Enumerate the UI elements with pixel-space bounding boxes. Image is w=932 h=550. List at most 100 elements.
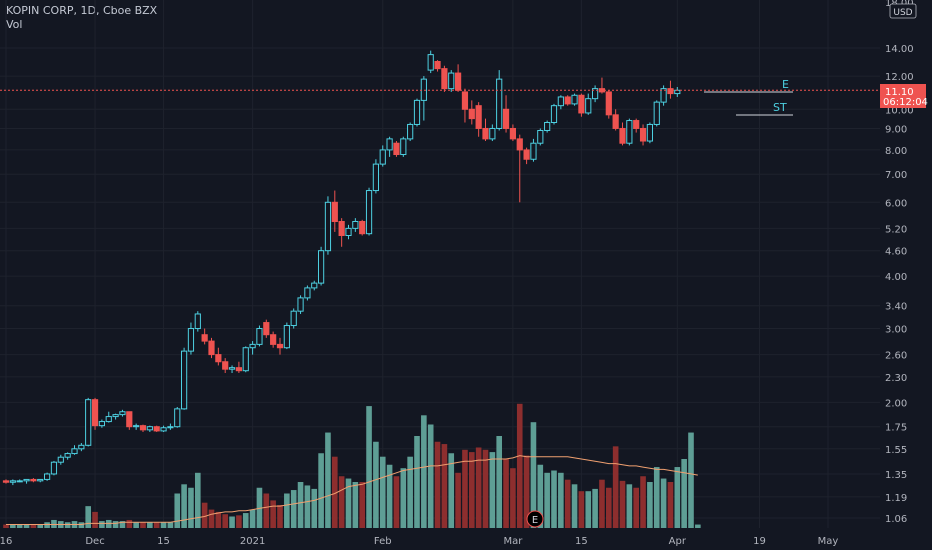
candle-body: [448, 72, 455, 90]
candle-body: [318, 250, 325, 284]
volume-bar: [332, 456, 338, 528]
candle-body: [9, 480, 16, 483]
volume-bar: [153, 522, 160, 528]
price-tick-label: 10.00: [885, 105, 914, 116]
time-tick-label: Feb: [374, 536, 392, 547]
candle-body: [91, 399, 99, 427]
price-tick-label: 1.19: [885, 493, 907, 504]
volume-bars: [3, 403, 701, 528]
candle-body: [98, 421, 106, 427]
volume-bar: [427, 424, 434, 528]
candle-body: [283, 325, 290, 349]
price-tick-label: 7.00: [885, 170, 907, 181]
volume-bar: [695, 524, 701, 528]
price-tick-label: 6.00: [885, 198, 907, 209]
price-axis-extras: 18.00 USD 11.10 06:12:04: [880, 0, 928, 108]
price-tick-label: 1.75: [885, 423, 907, 434]
volume-bar: [167, 522, 174, 528]
volume-bar: [448, 453, 455, 528]
volume-bar: [64, 522, 71, 528]
volume-bar: [277, 505, 283, 528]
volume-bar: [400, 468, 407, 528]
candle-body: [434, 60, 441, 70]
volume-bar: [112, 521, 119, 528]
candle-body: [30, 478, 37, 482]
price-tick-label: 3.40: [885, 302, 907, 313]
volume-label: Vol: [6, 18, 23, 31]
volume-bar: [544, 472, 550, 528]
price-tick-label: 4.60: [885, 247, 907, 258]
volume-bar: [393, 476, 400, 528]
price-tick-label: 4.00: [885, 272, 907, 283]
volume-bar: [496, 436, 502, 528]
candle-body: [181, 350, 188, 410]
volume-bar: [290, 490, 297, 528]
earnings-marker[interactable]: E: [526, 510, 544, 528]
candle-body: [290, 310, 297, 327]
grid: [0, 0, 880, 528]
volume-bar: [270, 500, 276, 528]
volume-bar: [10, 524, 16, 528]
earnings-label: E: [532, 515, 538, 526]
volume-bar: [201, 502, 208, 528]
last-price-badge: [880, 84, 926, 108]
volume-bar: [455, 472, 461, 528]
volume-bar: [99, 521, 105, 528]
candle-body: [585, 98, 592, 114]
volume-bar: [249, 509, 256, 528]
volume-bar: [236, 515, 242, 528]
volume-bar: [318, 453, 324, 528]
volume-bar: [516, 403, 523, 528]
candle-body: [578, 94, 585, 114]
volume-bar: [462, 449, 468, 528]
candle-body: [304, 287, 311, 299]
volume-bar: [133, 522, 139, 528]
volume-bar: [647, 482, 653, 528]
price-axis[interactable]: 1.06 1.19 1.35 1.55 1.75 2.00 2.30 2.60 3.00 3.40…: [885, 44, 914, 525]
candle-body: [455, 72, 462, 91]
candle-body: [407, 123, 414, 140]
candle-body: [64, 453, 71, 458]
volume-bar: [619, 480, 626, 528]
candle-body: [85, 399, 92, 446]
volume-bar: [585, 491, 592, 528]
candle-body: [249, 343, 256, 349]
volume-bar: [530, 422, 537, 528]
candle-body: [276, 343, 284, 349]
candle-body: [365, 190, 373, 235]
candle-body: [427, 54, 434, 71]
time-tick-label: 15: [575, 536, 588, 547]
time-tick-label: 19: [753, 536, 766, 547]
volume-bar: [571, 484, 578, 528]
candle-body: [400, 138, 407, 156]
candle-body: [667, 88, 674, 95]
volume-bar: [3, 524, 9, 528]
candle-body: [208, 340, 215, 356]
candle-body: [112, 414, 119, 418]
volume-bar: [386, 464, 393, 528]
time-tick-label: Mar: [503, 536, 523, 547]
candle-body: [50, 461, 58, 475]
volume-bar: [284, 493, 290, 528]
candle-body: [167, 426, 174, 429]
candle-body: [71, 448, 78, 455]
candle-body: [441, 68, 448, 90]
candle-body: [215, 354, 222, 363]
volume-bar: [441, 444, 448, 528]
candle-body: [592, 88, 599, 100]
volume-bar: [681, 459, 687, 528]
candle-body: [153, 426, 160, 432]
volume-bar: [510, 468, 516, 528]
volume-bar: [379, 456, 386, 528]
volume-bar: [208, 509, 215, 528]
candle-body: [523, 149, 530, 160]
volume-bar: [44, 522, 50, 528]
candle-body: [146, 426, 153, 431]
volume-bar: [558, 472, 564, 528]
time-axis[interactable]: 16 Dec 15 2021 Feb Mar 15 Apr 19 May: [0, 536, 838, 547]
price-tick-label: 12.00: [885, 72, 914, 83]
volume-bar: [51, 519, 57, 528]
candle-body: [187, 328, 195, 352]
time-tick-label: Apr: [669, 536, 687, 547]
